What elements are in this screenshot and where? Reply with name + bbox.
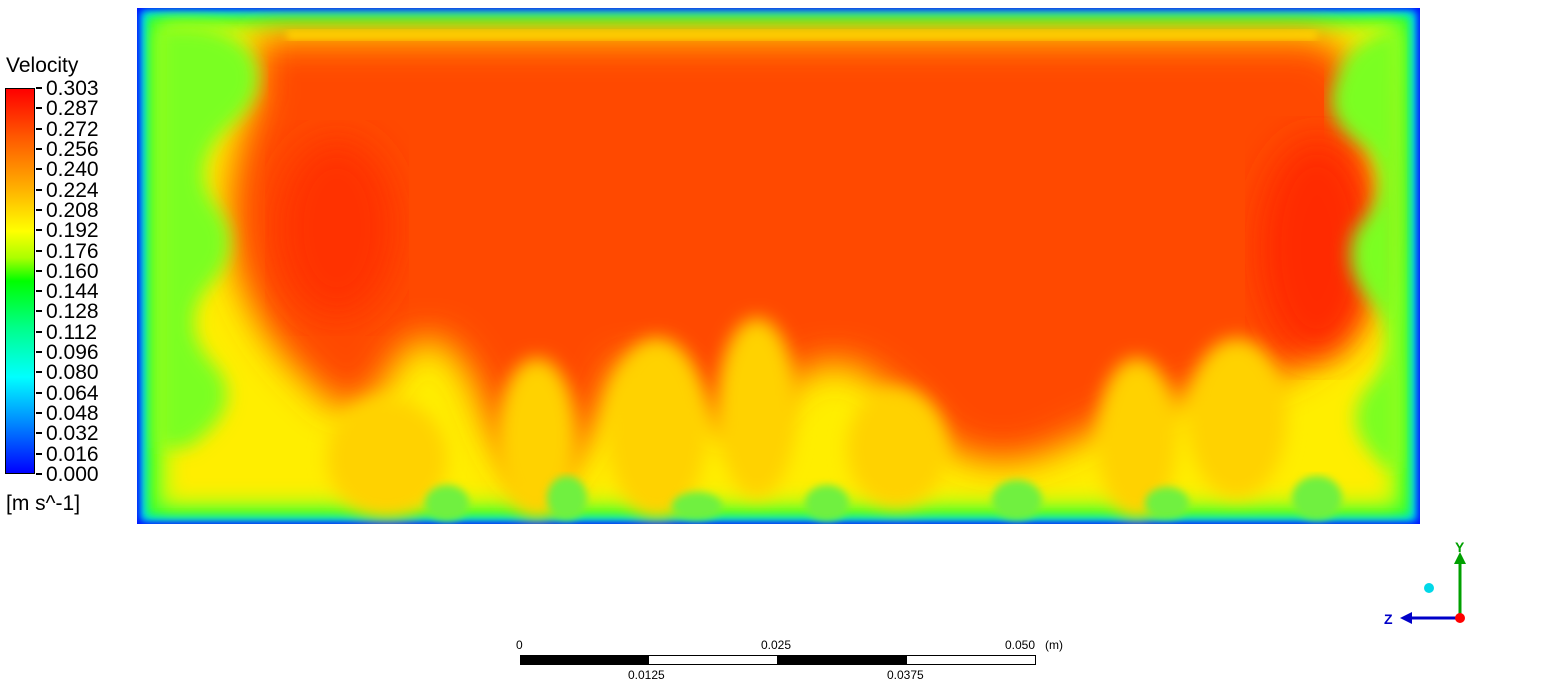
legend-tick-label: 0.080 — [46, 361, 99, 385]
legend-tick-label: 0.208 — [46, 198, 99, 222]
legend-tick-mark — [36, 147, 42, 150]
scale-segment-1 — [520, 655, 649, 665]
legend-colorbar — [5, 88, 35, 474]
legend-tick-label: 0.144 — [46, 280, 99, 304]
legend-tick-mark — [36, 107, 42, 110]
core-peak-left — [277, 138, 397, 318]
legend-tick-label: 0.128 — [46, 300, 99, 324]
legend-tick-mark — [36, 290, 42, 293]
y-axis-arrow — [1454, 552, 1466, 564]
scale-segment-3 — [777, 655, 907, 665]
legend-tick-label: 0.287 — [46, 97, 99, 121]
legend-tick-label: 0.192 — [46, 219, 99, 243]
bottom-turbulent-plumes — [327, 318, 1287, 518]
legend-tick-mark — [36, 188, 42, 191]
legend-tick-label: 0.272 — [46, 117, 99, 141]
legend-units: [m s^-1] — [6, 492, 81, 515]
x-axis-dot — [1455, 613, 1465, 623]
legend-tick-label: 0.096 — [46, 341, 99, 365]
legend-tick-label: 0.064 — [46, 381, 99, 405]
legend-title: Velocity — [6, 54, 79, 77]
legend-tick-marks — [36, 87, 46, 475]
legend-tick-label: 0.000 — [46, 463, 99, 486]
legend-tick-mark — [36, 269, 42, 272]
legend-tick-mark — [36, 310, 42, 313]
legend-tick-mark — [36, 229, 42, 232]
legend-tick-mark — [36, 391, 42, 394]
legend-tick-mark — [36, 412, 42, 415]
scale-segment-2 — [648, 655, 778, 665]
legend-tick-label: 0.256 — [46, 137, 99, 161]
scale-label-end: 0.050 — [1005, 638, 1036, 652]
legend-tick-mark — [36, 127, 42, 130]
scale-label-quarter: 0.0125 — [628, 668, 665, 682]
legend-tick-label: 0.303 — [46, 77, 99, 100]
legend-tick-label: 0.016 — [46, 442, 99, 466]
scale-segment-4 — [906, 655, 1036, 665]
legend-tick-mark — [36, 208, 42, 211]
scale-bar: 0 0.025 0.050 (m) 0.0125 0.0375 — [500, 636, 1100, 686]
legend-tick-mark — [36, 168, 42, 171]
right-wall-eddies — [1331, 28, 1400, 468]
velocity-contour-plot — [137, 8, 1420, 524]
legend-tick-mark — [36, 452, 42, 455]
core-peak-right — [1257, 138, 1377, 358]
legend-tick-label: 0.048 — [46, 402, 99, 426]
legend-tick-mark — [36, 351, 42, 354]
legend-tick-label: 0.176 — [46, 239, 99, 263]
legend-tick-label: 0.160 — [46, 259, 99, 283]
scale-label-three-quarter: 0.0375 — [887, 668, 924, 682]
legend-tick-mark — [36, 330, 42, 333]
legend-tick-label: 0.032 — [46, 422, 99, 446]
z-axis-arrow — [1400, 612, 1412, 624]
bottom-green-eddies — [425, 476, 1342, 521]
axis-triad: Y Z — [1384, 539, 1466, 627]
legend-tick-mark — [36, 432, 42, 435]
legend-tick-mark — [36, 249, 42, 252]
scale-label-start: 0 — [516, 638, 523, 652]
top-shear-layer — [287, 30, 1317, 40]
legend-tick-label: 0.224 — [46, 178, 99, 202]
legend-tick-label: 0.112 — [46, 320, 97, 344]
left-wall-eddies — [157, 25, 259, 448]
y-axis-label: Y — [1455, 539, 1465, 555]
legend-tick-mark — [36, 87, 42, 89]
legend-tick-mark — [36, 473, 42, 475]
z-axis-label: Z — [1384, 611, 1393, 627]
view-sphere — [1424, 583, 1434, 593]
legend-tick-label: 0.240 — [46, 158, 99, 182]
scale-label-mid: 0.025 — [761, 638, 792, 652]
scale-unit-label: (m) — [1045, 638, 1063, 652]
legend-tick-mark — [36, 371, 42, 374]
